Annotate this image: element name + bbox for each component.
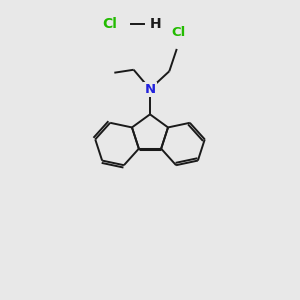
Text: Cl: Cl	[171, 26, 185, 39]
Text: N: N	[144, 82, 156, 96]
Text: Cl: Cl	[102, 17, 117, 31]
Text: H: H	[150, 17, 162, 31]
